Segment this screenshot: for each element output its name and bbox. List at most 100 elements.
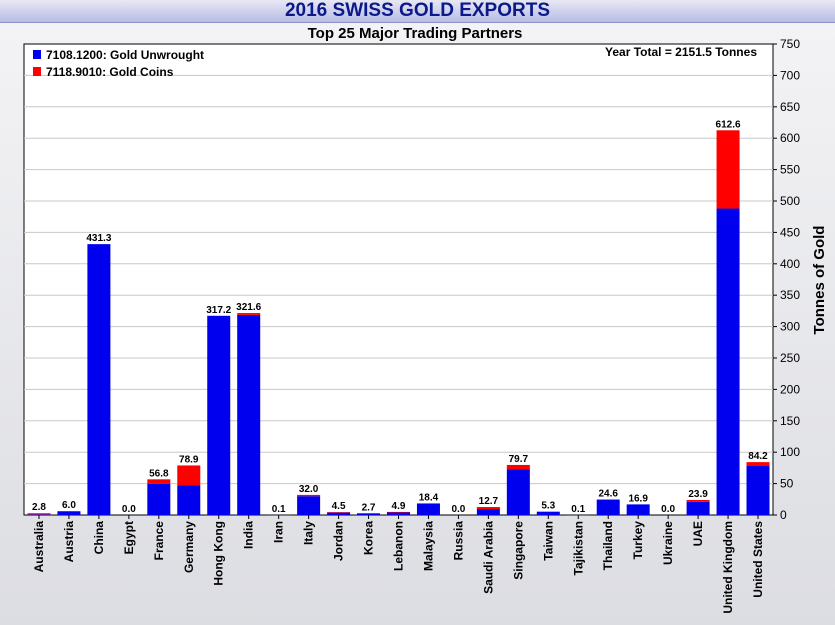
bar-segment <box>686 501 710 515</box>
data-label: 0.0 <box>122 504 136 515</box>
y-tick-label: 200 <box>780 382 800 396</box>
category-label: China <box>92 521 106 555</box>
data-label: 56.8 <box>149 468 169 479</box>
gridlines <box>24 74 773 485</box>
data-label: 0.1 <box>571 504 585 515</box>
y-tick-label: 0 <box>780 508 787 522</box>
category-label: Italy <box>302 521 316 545</box>
category-label: Singapore <box>511 521 525 580</box>
y-axis-label: Tonnes of Gold <box>811 226 828 335</box>
bar-segment <box>297 496 321 515</box>
chart-title: 2016 SWISS GOLD EXPORTS <box>0 0 835 23</box>
data-label: 317.2 <box>206 305 231 316</box>
bar-segment <box>387 512 410 515</box>
category-label: UAE <box>691 521 705 546</box>
y-tick-label: 150 <box>780 414 800 428</box>
data-label: 4.9 <box>392 501 406 512</box>
chart-subtitle: Top 25 Major Trading Partners <box>308 25 523 42</box>
data-label: 0.1 <box>272 504 286 515</box>
bar-segment <box>297 494 321 497</box>
y-tick-label: 100 <box>780 445 800 459</box>
category-label: Thailand <box>601 521 615 570</box>
data-label: 5.3 <box>541 501 555 512</box>
category-label: Iran <box>272 521 286 543</box>
bar-segment <box>416 503 440 515</box>
bar-segment <box>177 465 201 486</box>
category-label: Hong Kong <box>212 521 226 586</box>
bar-segment <box>237 313 261 315</box>
data-label: 2.7 <box>362 502 376 513</box>
bar-segment <box>207 315 231 515</box>
y-tick-label: 500 <box>780 194 800 208</box>
data-label: 79.7 <box>509 454 529 465</box>
category-label: Russia <box>451 521 465 561</box>
year-total-annotation: Year Total = 2151.5 Tonnes <box>605 45 757 59</box>
bar-segment <box>27 513 51 515</box>
y-tick-label: 250 <box>780 351 800 365</box>
bar-segment <box>147 483 171 515</box>
y-tick-label: 750 <box>780 37 800 51</box>
bar-segment <box>716 130 740 209</box>
category-label: United Kingdom <box>721 521 735 614</box>
category-label: Saudi Arabia <box>481 521 495 594</box>
bar-segment <box>746 466 770 515</box>
category-label: France <box>152 521 166 561</box>
bar-segment <box>626 504 650 515</box>
bars <box>27 130 770 516</box>
category-label: Austria <box>62 521 76 563</box>
bar-segment <box>237 314 261 515</box>
category-label: United States <box>751 521 765 598</box>
bar-segment <box>746 462 770 467</box>
data-label: 431.3 <box>86 233 111 244</box>
category-label: Taiwan <box>541 521 555 561</box>
data-label: 0.0 <box>661 504 675 515</box>
data-label: 16.9 <box>628 493 648 504</box>
data-label: 84.2 <box>748 451 768 462</box>
category-label: Australia <box>32 521 46 573</box>
plot-area <box>23 43 774 516</box>
bar-segment <box>327 512 351 513</box>
y-tick-label: 300 <box>780 320 800 334</box>
bar-segment <box>57 511 81 515</box>
y-tick-label: 600 <box>780 131 800 145</box>
x-axis: Australia Austria China Egypt France Germany H… <box>32 515 765 614</box>
bar-segment <box>476 507 500 510</box>
category-label: Egypt <box>122 521 136 554</box>
y-tick-label: 550 <box>780 163 800 177</box>
data-label: 6.0 <box>62 500 76 511</box>
y-tick-label: 50 <box>780 477 794 491</box>
data-label: 4.5 <box>332 501 346 512</box>
bar-segment <box>327 512 351 515</box>
bar-segment <box>177 485 201 515</box>
data-label: 612.6 <box>716 119 741 130</box>
data-label: 78.9 <box>179 454 199 465</box>
category-label: Korea <box>362 521 376 555</box>
category-label: Germany <box>182 521 196 573</box>
category-label: Lebanon <box>392 521 406 571</box>
legend: 7108.1200: Gold Unwrought 7118.9010: Gol… <box>33 48 204 79</box>
data-label: 23.9 <box>688 489 708 500</box>
bar-segment <box>716 208 740 515</box>
legend-label-unwrought: 7108.1200: Gold Unwrought <box>46 48 204 62</box>
data-label: 2.8 <box>32 502 46 513</box>
bar-segment <box>596 499 620 515</box>
legend-swatch-coins <box>33 67 41 76</box>
bar-segment <box>27 514 51 515</box>
bar-segment <box>476 509 500 515</box>
data-label: 0.0 <box>451 504 465 515</box>
data-labels: 2.8 6.0 431.3 0.0 56.8 78.9 317.2 321.6 0.1 32.0 4… <box>32 119 768 515</box>
y-tick-label: 450 <box>780 225 800 239</box>
bar-segment <box>357 513 381 515</box>
bar-segment <box>506 464 530 470</box>
bar-segment <box>387 511 410 513</box>
y-tick-label: 650 <box>780 100 800 114</box>
category-label: Ukraine <box>661 521 675 565</box>
data-label: 32.0 <box>299 484 319 495</box>
bar-segment <box>147 479 171 484</box>
bar-segment <box>536 511 560 515</box>
data-label: 24.6 <box>598 489 618 500</box>
bar-segment <box>87 244 111 515</box>
category-label: Jordan <box>332 521 346 561</box>
bar-segment <box>506 469 530 515</box>
category-label: Turkey <box>631 521 645 560</box>
